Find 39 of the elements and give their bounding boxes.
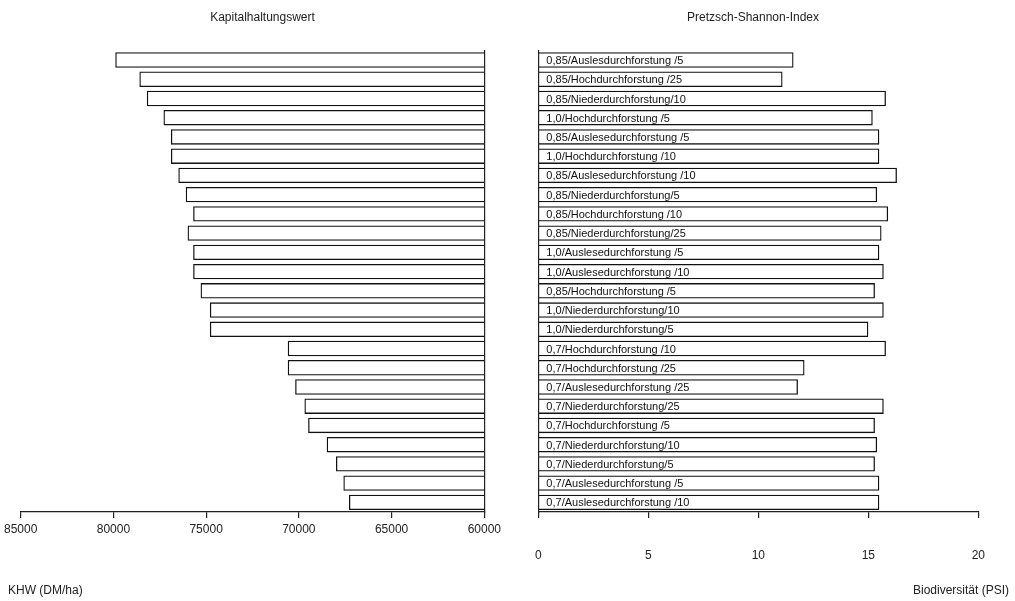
x-tick-label: 85000 [4,521,38,536]
y-tick-label: 0,85/Niederdurchforstung/25 [546,227,686,240]
y-tick-label: 1,0/Auslesedurchforstung /5 [546,246,684,259]
y-tick-label: 0,85/Niederdurchforstung/5 [546,188,680,201]
y-tick-label: 0,85/Hochdurchforstung /10 [546,207,683,220]
y-tick-label: 0,7/Auslesedurchforstung /10 [546,496,690,509]
x-tick-label: 5 [644,547,652,562]
y-tick-label: 0,7/Niederdurchforstung/25 [546,400,680,413]
x-axis-title: KHW (DM/ha) [8,583,83,598]
x-tick-label: 60000 [467,521,502,536]
y-tick-label: 1,0/Hochdurchforstung /5 [546,111,670,124]
y-tick-label: 0,7/Auslesedurchforstung /25 [546,381,690,394]
y-tick-label: 0,7/Auslesedurchforstung /5 [546,477,684,490]
x-tick-label: 70000 [282,521,316,536]
y-tick-label: 1,0/Niederdurchforstung/5 [546,323,674,336]
y-tick-label: 0,85/Auslesedurchforstung /5 [546,130,690,143]
y-tick-label: 0,85/Auslesdurchforstung /5 [546,54,684,67]
x-tick-label: 0 [534,547,542,562]
x-tick-label: 75000 [189,521,224,536]
y-tick-label: 0,7/Hochdurchforstung /10 [546,342,676,355]
x-tick-label: 15 [861,547,876,562]
y-tick-label: 1,0/Hochdurchforstung /10 [546,150,676,163]
y-tick-label: 1,0/Auslesedurchforstung /10 [546,265,690,278]
y-tick-label: 0,85/Niederdurchforstung/10 [546,92,686,105]
y-tick-label: 0,7/Niederdurchforstung/5 [546,457,674,470]
y-tick-label: 0,85/Auslesedurchforstung /10 [546,169,696,182]
y-tick-label: 0,7/Hochdurchforstung /25 [546,361,676,374]
chart-title: Kapitalhaltungswert [210,9,316,24]
y-tick-label: 1,0/Niederdurchforstung/10 [546,304,680,317]
x-tick-label: 10 [751,547,766,562]
x-tick-label: 20 [971,547,986,562]
y-tick-label: 0,7/Hochdurchforstung /5 [546,419,670,432]
y-tick-label: 0,85/Hochdurchforstung /25 [546,73,683,86]
y-tick-label: 0,7/Niederdurchforstung/10 [546,438,680,451]
x-tick-label: 65000 [374,521,409,536]
y-tick-label: 0,85/Hochdurchforstung /5 [546,284,676,297]
x-axis-title: Biodiversität (PSI) [912,583,1009,598]
chart-title: Pretzsch-Shannon-Index [686,9,820,24]
x-tick-label: 80000 [96,521,131,536]
